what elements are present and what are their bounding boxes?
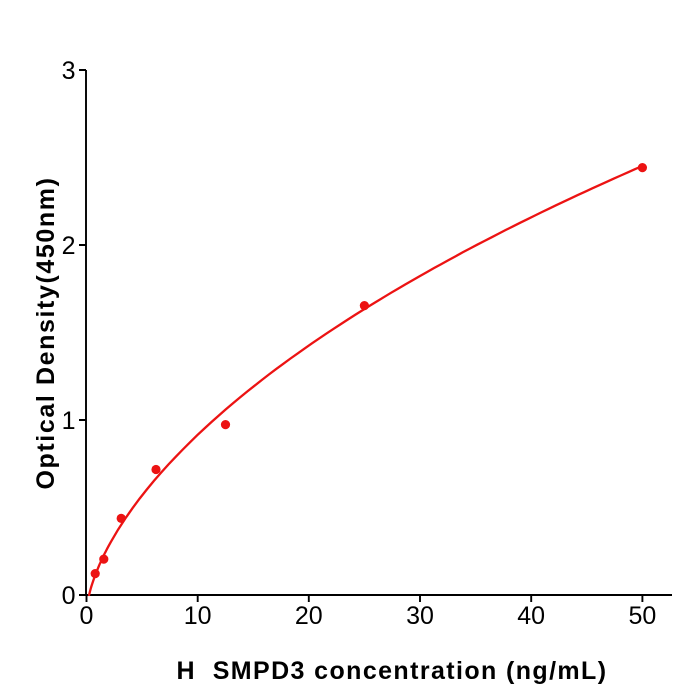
svg-text:10: 10 bbox=[184, 602, 212, 630]
svg-text:Optical Density(450nm): Optical Density(450nm) bbox=[32, 176, 60, 489]
svg-text:30: 30 bbox=[406, 602, 434, 630]
svg-text:20: 20 bbox=[295, 602, 323, 630]
svg-text:40: 40 bbox=[517, 602, 545, 630]
svg-text:0: 0 bbox=[62, 582, 76, 610]
svg-text:0: 0 bbox=[80, 602, 94, 630]
svg-text:1: 1 bbox=[62, 407, 76, 435]
svg-text:2: 2 bbox=[62, 232, 76, 260]
svg-text:3: 3 bbox=[62, 57, 76, 85]
svg-text:H SMPD3 concentration (ng/mL): H SMPD3 concentration (ng/mL) bbox=[177, 657, 608, 685]
svg-text:50: 50 bbox=[628, 602, 656, 630]
